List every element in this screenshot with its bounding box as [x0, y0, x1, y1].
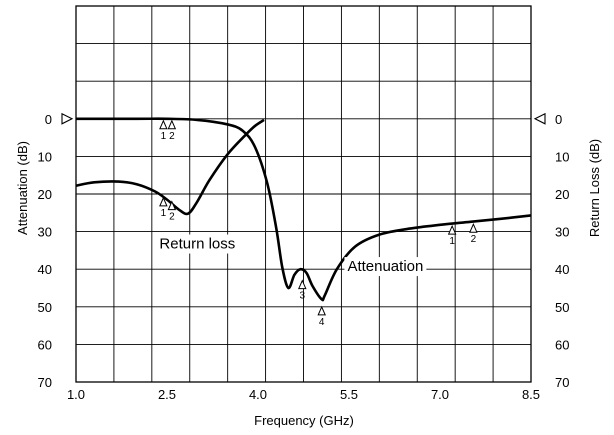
marker-label: 2	[471, 234, 477, 245]
y-tick-label-right: 60	[555, 337, 569, 352]
series-group	[75, 117, 532, 302]
annotation-bg-attenuation	[344, 257, 427, 277]
y-tick-label-left: 20	[38, 187, 52, 202]
marker-label: 2	[169, 212, 175, 223]
annotation-return-loss: Return loss	[159, 236, 235, 253]
marker-triangle	[159, 119, 168, 130]
marker-label: 4	[319, 317, 325, 328]
y-tick-label-left: 60	[38, 337, 52, 352]
x-axis-title: Frequency (GHz)	[254, 413, 354, 428]
y-tick-label-left: 30	[38, 225, 52, 240]
marker-triangle	[469, 222, 478, 233]
grid	[75, 5, 532, 383]
x-tick-label: 2.5	[158, 387, 176, 402]
y-tick-label-left: 10	[38, 149, 52, 164]
marker-label: 2	[169, 131, 175, 142]
x-tick-label: 5.5	[340, 387, 358, 402]
y-tick-label-right: 40	[555, 262, 569, 277]
marker-label: 1	[449, 236, 455, 247]
annotation-bg-return-loss	[156, 234, 239, 254]
markers-group: 1 21 21 234	[159, 119, 478, 328]
marker-triangle	[447, 224, 457, 235]
reference-marks	[61, 112, 546, 125]
x-tick-label: 1.0	[67, 387, 85, 402]
marker-label: 3	[300, 291, 306, 302]
marker-label: 1	[161, 131, 167, 142]
marker-triangle	[159, 196, 168, 207]
right-reference-triangle-icon	[533, 112, 546, 125]
marker-triangle	[317, 305, 326, 316]
marker-triangle	[167, 119, 177, 130]
series-line-attenuation	[76, 117, 532, 302]
annotation-attenuation: Attenuation	[347, 258, 423, 275]
y-tick-label-right: 50	[555, 300, 569, 315]
y-axis-title-left: Attenuation (dB)	[15, 141, 30, 235]
left-reference-triangle-icon	[61, 112, 74, 125]
y-tick-label-left: 40	[38, 262, 52, 277]
x-tick-label: 8.5	[522, 387, 540, 402]
tick-labels: 1.0 2.5 4.0 5.5 7.0 8.5 0 0 10 10 20 20 30 30 40 40 50 50…	[38, 112, 570, 402]
y-tick-label-right: 30	[555, 225, 569, 240]
marker-label: 1	[161, 208, 167, 219]
y-tick-label-right: 20	[555, 187, 569, 202]
x-tick-label: 7.0	[431, 387, 449, 402]
y-tick-label-left: 70	[38, 375, 52, 390]
annotations-group: Return loss Attenuation	[156, 234, 427, 277]
y-tick-label-left: 0	[45, 112, 52, 127]
y-tick-label-right: 10	[555, 149, 569, 164]
y-axis-title-right: Return Loss (dB)	[587, 139, 602, 237]
x-tick-label: 4.0	[249, 387, 267, 402]
y-tick-label-right: 0	[555, 112, 562, 127]
marker-triangle	[298, 279, 307, 290]
y-tick-label-right: 70	[555, 375, 569, 390]
y-tick-label-left: 50	[38, 300, 52, 315]
marker-triangle	[167, 200, 177, 211]
series-line-return-loss	[75, 118, 265, 216]
